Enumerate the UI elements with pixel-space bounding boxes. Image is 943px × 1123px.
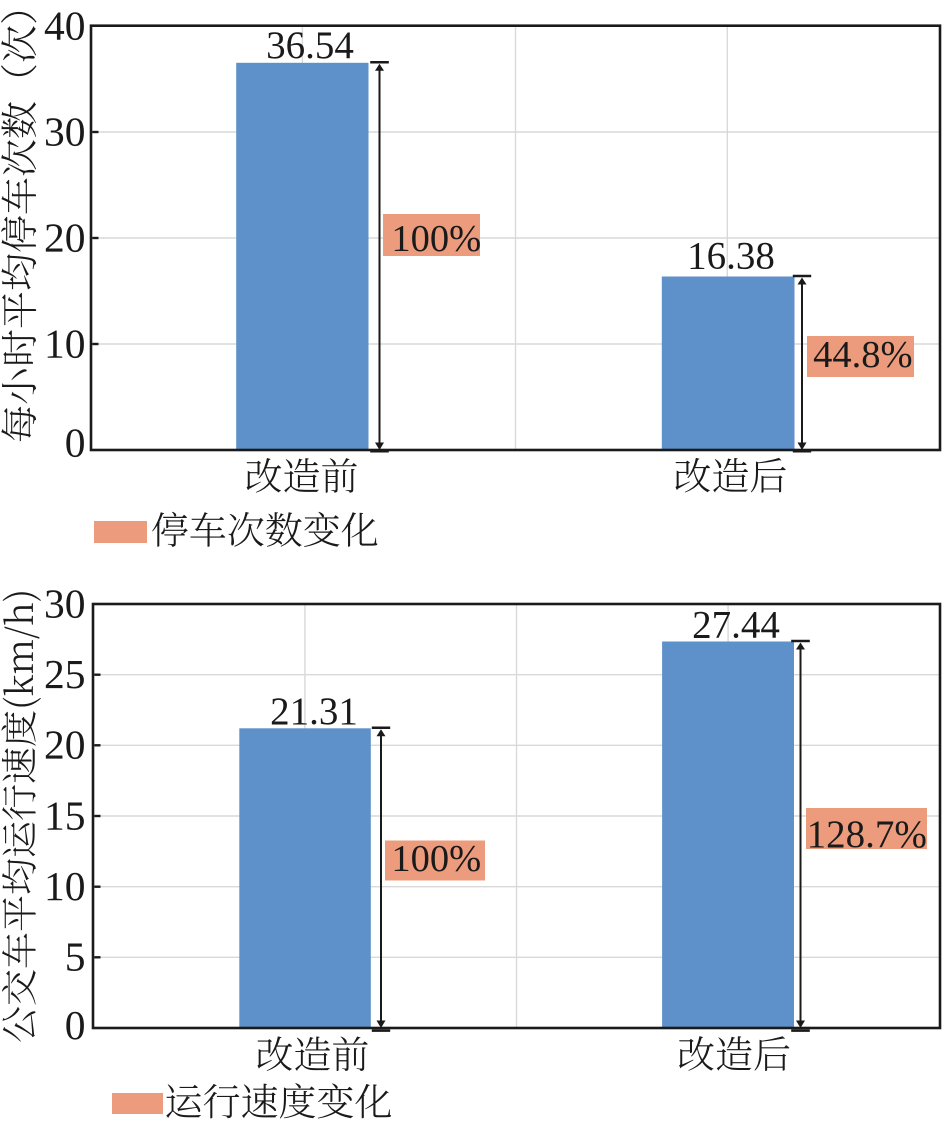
svg-text:30: 30 (44, 580, 86, 626)
svg-text:128.7%: 128.7% (807, 813, 927, 856)
svg-text:0: 0 (65, 1002, 86, 1048)
svg-text:10: 10 (44, 863, 86, 909)
svg-text:100%: 100% (391, 218, 481, 260)
svg-text:16.38: 16.38 (687, 234, 775, 277)
svg-text:20: 20 (44, 214, 86, 260)
svg-text:20: 20 (44, 722, 86, 768)
svg-text:5: 5 (65, 934, 86, 980)
svg-text:0: 0 (65, 419, 86, 465)
svg-text:36.54: 36.54 (266, 24, 354, 67)
svg-text:30: 30 (44, 108, 86, 154)
svg-text:27.44: 27.44 (692, 603, 780, 646)
svg-text:21.31: 21.31 (270, 690, 358, 733)
svg-text:44.8%: 44.8% (813, 334, 912, 376)
svg-text:40: 40 (44, 2, 86, 48)
svg-text:10: 10 (44, 320, 86, 366)
svg-text:15: 15 (44, 792, 86, 838)
svg-text:25: 25 (44, 651, 86, 697)
svg-text:100%: 100% (391, 838, 481, 880)
